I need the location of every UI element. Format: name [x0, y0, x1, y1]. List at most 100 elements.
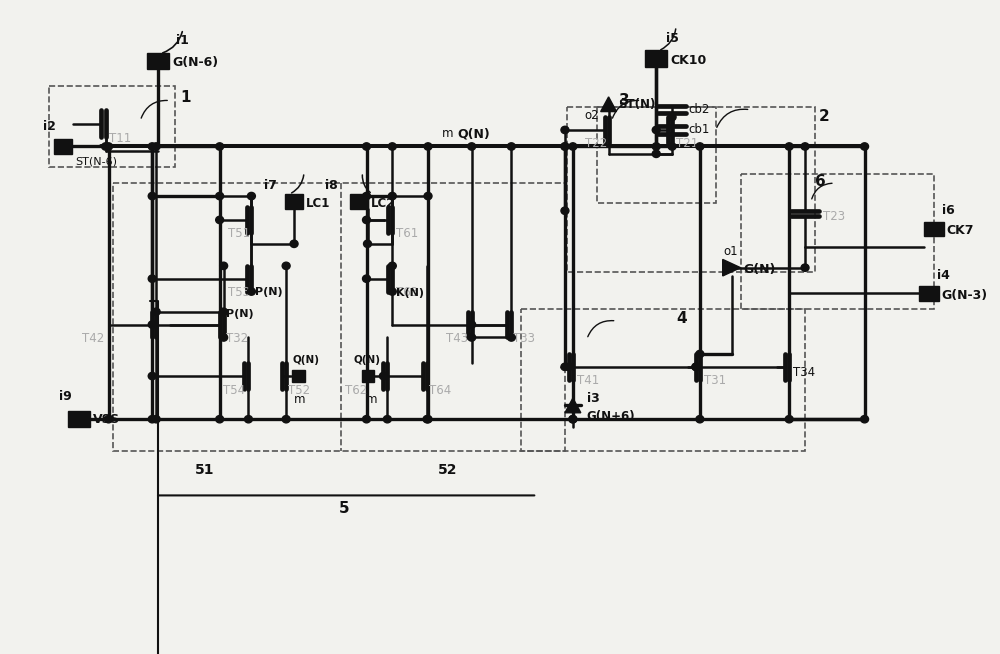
Circle shape: [569, 143, 577, 150]
Text: G(N): G(N): [744, 263, 776, 276]
Circle shape: [220, 334, 228, 341]
Bar: [362, 370, 374, 381]
Text: T21: T21: [676, 137, 698, 150]
Text: LC1: LC1: [306, 197, 330, 210]
Polygon shape: [723, 260, 741, 276]
Circle shape: [105, 415, 113, 423]
Circle shape: [785, 415, 793, 423]
Circle shape: [383, 415, 391, 423]
Text: 1: 1: [180, 90, 190, 105]
Circle shape: [561, 126, 569, 133]
Circle shape: [148, 372, 156, 380]
Text: i1: i1: [176, 35, 189, 47]
Text: G(N-3): G(N-3): [941, 288, 987, 301]
Circle shape: [861, 143, 869, 150]
Text: G(N+6): G(N+6): [587, 410, 635, 423]
Text: 52: 52: [438, 462, 457, 477]
Circle shape: [247, 192, 255, 199]
Circle shape: [569, 415, 577, 423]
Bar: [919, 286, 939, 301]
Circle shape: [561, 143, 569, 150]
Circle shape: [247, 288, 255, 295]
Circle shape: [148, 192, 156, 199]
Text: i8: i8: [325, 179, 338, 192]
Circle shape: [363, 415, 370, 423]
Circle shape: [220, 262, 228, 269]
Circle shape: [565, 363, 573, 371]
Text: G(N-6): G(N-6): [172, 56, 218, 69]
Circle shape: [561, 363, 569, 371]
Circle shape: [424, 415, 432, 423]
Bar: [924, 222, 944, 237]
Circle shape: [652, 150, 660, 158]
Text: LC2: LC2: [370, 197, 395, 210]
Text: T42: T42: [82, 332, 105, 345]
Text: 51: 51: [195, 462, 214, 477]
Text: o1: o1: [724, 245, 738, 258]
Text: T11: T11: [109, 131, 131, 145]
Text: i2: i2: [43, 120, 56, 133]
Text: T33: T33: [513, 332, 535, 345]
Bar: [645, 50, 667, 67]
Circle shape: [424, 192, 432, 199]
Circle shape: [364, 240, 371, 247]
Circle shape: [363, 192, 370, 199]
Text: i3: i3: [587, 392, 600, 405]
Text: m: m: [442, 127, 454, 140]
Circle shape: [569, 415, 577, 423]
Circle shape: [363, 216, 370, 224]
Text: T53: T53: [228, 286, 250, 299]
Circle shape: [388, 262, 396, 269]
Text: P(N): P(N): [226, 309, 253, 318]
Text: o2: o2: [585, 109, 599, 122]
Text: T32: T32: [226, 332, 248, 345]
Text: 2: 2: [819, 109, 830, 124]
Circle shape: [507, 334, 515, 341]
Bar: [292, 370, 305, 381]
Text: 4: 4: [676, 311, 687, 326]
Circle shape: [148, 143, 156, 150]
Text: T41: T41: [577, 374, 599, 387]
Circle shape: [423, 415, 431, 423]
Text: T22: T22: [585, 137, 607, 150]
Circle shape: [282, 415, 290, 423]
Circle shape: [507, 143, 515, 150]
Text: Q(N): Q(N): [354, 354, 381, 364]
Circle shape: [148, 275, 156, 283]
Circle shape: [363, 143, 370, 150]
Text: cb2: cb2: [688, 103, 709, 116]
Circle shape: [216, 143, 224, 150]
Text: i9: i9: [59, 390, 72, 403]
Text: T63: T63: [396, 286, 418, 299]
Text: i5: i5: [666, 31, 679, 44]
Polygon shape: [565, 398, 581, 413]
Text: P(N): P(N): [255, 286, 283, 296]
Circle shape: [785, 143, 793, 150]
Text: Q(N): Q(N): [458, 127, 491, 140]
Circle shape: [652, 126, 660, 133]
Circle shape: [216, 216, 224, 224]
Text: VSS: VSS: [93, 413, 120, 426]
Circle shape: [363, 275, 370, 283]
Text: 3: 3: [619, 93, 629, 108]
Circle shape: [379, 372, 387, 380]
Bar: [285, 194, 303, 209]
Text: ST(N): ST(N): [619, 97, 656, 111]
Polygon shape: [601, 97, 617, 112]
Circle shape: [692, 363, 700, 371]
Text: T31: T31: [704, 374, 726, 387]
Circle shape: [561, 207, 569, 215]
Circle shape: [290, 240, 298, 247]
Text: T34: T34: [793, 366, 815, 379]
Text: K(N): K(N): [396, 288, 424, 298]
Text: T62: T62: [345, 385, 368, 397]
Circle shape: [668, 113, 676, 121]
Circle shape: [244, 415, 252, 423]
Circle shape: [696, 351, 704, 358]
Bar: [147, 53, 169, 69]
Text: 6: 6: [815, 174, 826, 189]
Circle shape: [801, 143, 809, 150]
Text: T52: T52: [288, 385, 310, 397]
Circle shape: [152, 415, 160, 423]
Bar: [350, 194, 368, 209]
